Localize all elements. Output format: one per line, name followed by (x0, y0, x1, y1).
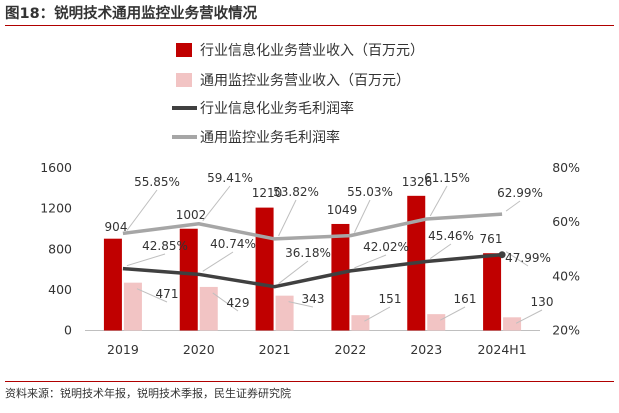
leader-line (354, 254, 387, 269)
leader-line (288, 301, 314, 308)
line-value-label: 42.02% (363, 240, 409, 254)
leader-line (126, 189, 158, 231)
y-left-tick-label: 1200 (40, 201, 72, 216)
leader-line (505, 251, 529, 267)
bar-monitoring (199, 286, 218, 331)
leader-line (126, 253, 166, 267)
line-industry-margin (122, 252, 503, 289)
x-tick-label: 2024H1 (477, 342, 526, 357)
bar-value-label: 1049 (327, 203, 358, 217)
line-value-label: 55.03% (347, 185, 393, 199)
y-right-tick-label: 20% (552, 323, 580, 338)
y-right-tick-label: 40% (552, 268, 580, 283)
line-value-label: 59.41% (207, 171, 253, 185)
bar-value-label: 343 (302, 292, 325, 306)
leader-line (515, 309, 543, 324)
bar-monitoring (503, 317, 522, 331)
bar-value-label: 130 (531, 295, 554, 309)
figure-number: 图18： (5, 6, 55, 22)
leader-line (202, 251, 234, 272)
leader-line (212, 292, 239, 312)
bar-value-label: 761 (480, 232, 503, 246)
legend-swatch-1 (176, 43, 192, 57)
line-value-label: 42.85% (142, 239, 188, 253)
leader-line (278, 199, 297, 237)
leader-line (353, 199, 371, 233)
line-value-label: 45.46% (428, 229, 474, 243)
line-value-label: 47.99% (505, 251, 551, 265)
y-left-tick-label: 1600 (40, 160, 72, 175)
bar-monitoring (351, 315, 370, 331)
line-value-label: 40.74% (210, 237, 256, 251)
line-value-label: 62.99% (497, 186, 543, 200)
figure-title-text: 锐明技术通用监控业务营收情况 (54, 6, 258, 22)
line-value-label: 53.82% (273, 185, 319, 199)
leader-line (278, 260, 309, 285)
leader-line (364, 306, 391, 322)
leader-line (136, 288, 168, 303)
legend-label-3: 行业信息化业务毛利润率 (200, 100, 354, 117)
bar-value-label: 1210 (252, 186, 283, 200)
x-tick-label: 2020 (183, 342, 215, 357)
legend-swatch-2 (176, 73, 192, 87)
y-left-tick-label: 0 (64, 323, 72, 338)
bar-industry (483, 253, 502, 331)
legend-label-4: 通用监控业务毛利润率 (200, 129, 340, 146)
bar-monitoring (123, 282, 142, 331)
leader-line (429, 243, 452, 259)
y-right-tick-label: 60% (552, 214, 580, 229)
line-marker (498, 251, 506, 259)
legend-label-2: 通用监控业务营业收入（百万元） (200, 73, 410, 89)
source-note: 资料来源：锐明技术年报，锐明技术季报，民生证券研究院 (5, 381, 614, 411)
legend-label-1: 行业信息化业务营业收入（百万元） (200, 42, 424, 59)
x-tick-label: 2021 (259, 342, 291, 357)
leader-line (440, 306, 466, 321)
bar-value-label: 904 (105, 220, 128, 234)
bar-monitoring (427, 314, 446, 331)
bar-value-label: 161 (454, 292, 477, 306)
bar-monitoring (275, 295, 294, 331)
y-right-tick-label: 80% (552, 160, 580, 175)
bar-industry (179, 228, 198, 331)
bar-value-label: 471 (156, 287, 179, 301)
x-tick-label: 2023 (410, 342, 442, 357)
line-value-label: 55.85% (134, 175, 180, 189)
leader-line (429, 185, 448, 217)
line-monitoring-margin (122, 212, 503, 241)
bar-value-label: 1326 (402, 175, 433, 189)
x-tick-label: 2019 (107, 342, 139, 357)
line-value-label: 36.18% (285, 246, 331, 260)
bar-value-label: 151 (379, 292, 402, 306)
y-left-tick-label: 400 (48, 282, 72, 297)
bar-value-label: 429 (227, 296, 250, 310)
bar-industry (255, 207, 274, 331)
line-value-label: 61.15% (424, 171, 470, 185)
leader-line (505, 200, 521, 212)
y-left-tick-label: 800 (48, 241, 72, 256)
figure-title: 图18：锐明技术通用监控业务营收情况 (5, 2, 614, 26)
bar-industry (103, 238, 122, 331)
bar-industry (331, 223, 350, 331)
leader-line (202, 185, 231, 222)
x-tick-label: 2022 (335, 342, 367, 357)
bar-value-label: 1002 (176, 208, 207, 222)
